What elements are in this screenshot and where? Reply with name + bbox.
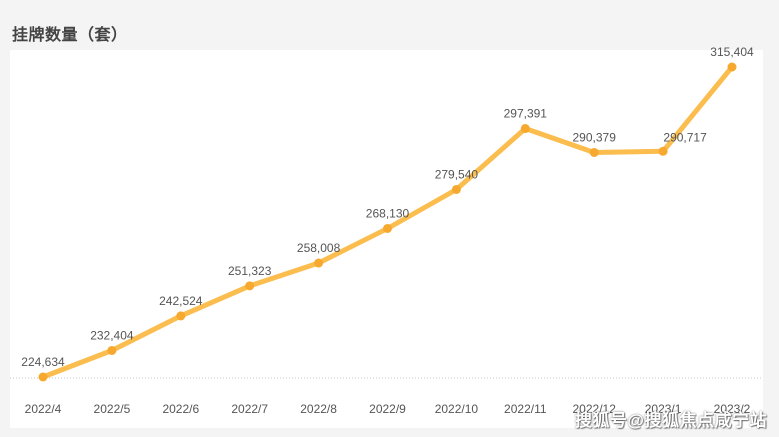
x-tick-label: 2023/1 [645, 402, 682, 416]
data-label: 279,540 [435, 167, 479, 181]
data-label: 297,391 [504, 107, 548, 121]
data-label: 315,404 [710, 45, 754, 59]
data-point [520, 124, 530, 134]
data-point [658, 146, 668, 156]
data-label: 242,524 [159, 294, 203, 308]
x-tick-label: 2022/7 [231, 402, 268, 416]
x-tick-label: 2022/8 [300, 402, 337, 416]
watermark: 搜狐号@搜狐焦点咸宁站 [574, 411, 767, 430]
chart-title: 挂牌数量（套） [12, 27, 128, 44]
data-point [383, 223, 392, 233]
chart-panel [10, 50, 763, 428]
x-tick-label: 2022/12 [573, 402, 617, 416]
x-tick-label: 2022/11 [504, 402, 547, 416]
x-tick-label: 2022/5 [94, 402, 131, 416]
data-label: 258,008 [297, 241, 341, 255]
data-point [589, 147, 599, 157]
data-label: 251,323 [228, 264, 272, 278]
data-label: 290,717 [663, 130, 707, 144]
data-point [727, 62, 737, 72]
data-point [38, 372, 48, 382]
x-tick-label: 2022/9 [369, 402, 406, 416]
data-label: 268,130 [366, 206, 410, 220]
data-point [314, 258, 324, 268]
series-line [40, 64, 735, 380]
x-tick-label: 2022/10 [435, 402, 479, 416]
x-tick-label: 2022/6 [162, 402, 199, 416]
x-tick-label: 2023/2 [714, 402, 751, 416]
data-point [245, 281, 255, 291]
x-tick-label: 2022/4 [25, 402, 62, 416]
data-point [107, 345, 117, 355]
data-point [451, 184, 461, 194]
data-point [176, 311, 186, 321]
data-label: 232,404 [90, 328, 134, 342]
data-label: 224,634 [21, 355, 65, 369]
data-label: 290,379 [573, 130, 617, 144]
